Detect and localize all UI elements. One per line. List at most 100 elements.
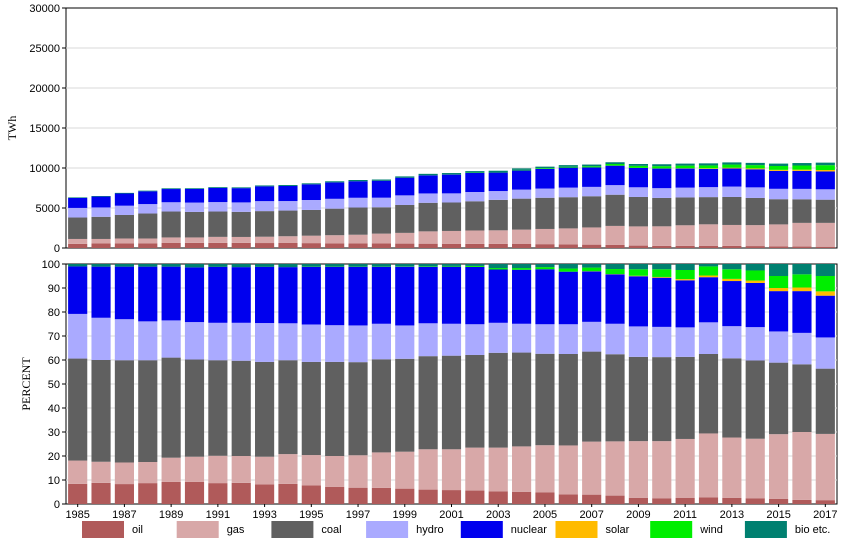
bar-segment-gas	[185, 457, 204, 482]
bar-segment-hydro	[676, 327, 695, 357]
bar-segment-coal	[255, 362, 274, 457]
bar-segment-coal	[792, 364, 811, 432]
bar-segment-bioetc	[208, 264, 227, 267]
bar-segment-wind	[535, 168, 554, 169]
bar-segment-coal	[325, 209, 344, 236]
bar-segment-hydro	[816, 189, 835, 199]
bar-segment-hydro	[465, 324, 484, 355]
bar-segment-bioetc	[746, 264, 765, 270]
bar-segment-oil	[816, 247, 835, 248]
bar-segment-nuclear	[395, 178, 414, 196]
bar-segment-bioetc	[278, 185, 297, 186]
bar-segment-wind	[792, 166, 811, 170]
bar-segment-oil	[232, 243, 251, 248]
bar-segment-hydro	[138, 204, 157, 213]
y-tick-label: 5000	[36, 203, 60, 215]
bar-segment-coal	[512, 199, 531, 230]
bar-segment-nuclear	[652, 278, 671, 327]
bar-segment-gas	[115, 462, 134, 484]
bar-segment-bioetc	[699, 264, 718, 266]
x-tick-label: 2011	[673, 509, 697, 521]
bar-segment-bioetc	[138, 264, 157, 267]
bar-segment-nuclear	[559, 168, 578, 188]
bar-segment-bioetc	[68, 197, 87, 198]
bar-segment-oil	[722, 246, 741, 248]
bar-segment-coal	[535, 354, 554, 445]
bar-segment-nuclear	[816, 296, 835, 338]
bar-segment-bioetc	[442, 173, 461, 174]
bar-segment-oil	[395, 244, 414, 248]
bar-segment-gas	[769, 224, 788, 246]
bar-segment-coal	[699, 197, 718, 224]
bar-segment-coal	[185, 212, 204, 238]
x-tick-label: 1999	[393, 509, 417, 521]
bar-segment-nuclear	[185, 189, 204, 203]
bar-segment-bioetc	[395, 176, 414, 177]
bar-segment-gas	[91, 462, 110, 483]
bar-segment-bioetc	[489, 264, 508, 268]
bar-segment-bioetc	[232, 187, 251, 188]
bar-segment-wind	[465, 266, 484, 267]
bar-segment-hydro	[442, 324, 461, 356]
bar-segment-coal	[302, 362, 321, 455]
bar-segment-hydro	[629, 187, 648, 197]
bar-segment-hydro	[162, 320, 181, 357]
bar-segment-gas	[676, 225, 695, 246]
bar-segment-gas	[489, 448, 508, 492]
bar-segment-bioetc	[676, 264, 695, 270]
bar-segment-oil	[115, 484, 134, 504]
bar-segment-hydro	[792, 189, 811, 199]
y-tick-label: 60	[48, 355, 60, 367]
bar-segment-wind	[652, 166, 671, 168]
bar-segment-coal	[465, 355, 484, 448]
bar-segment-bioetc	[465, 264, 484, 266]
bar-segment-coal	[138, 214, 157, 239]
legend-label: nuclear	[511, 524, 547, 536]
bar-segment-coal	[208, 212, 227, 237]
bar-segment-oil	[185, 482, 204, 504]
bar-segment-nuclear	[442, 267, 461, 324]
bar-segment-coal	[652, 198, 671, 226]
bar-segment-bioetc	[559, 264, 578, 269]
bar-segment-nuclear	[535, 169, 554, 189]
bar-segment-wind	[816, 276, 835, 291]
bar-segment-nuclear	[582, 271, 601, 321]
bar-segment-solar	[769, 288, 788, 291]
bar-segment-coal	[138, 360, 157, 462]
bar-segment-gas	[465, 230, 484, 243]
bar-segment-oil	[419, 244, 438, 248]
bar-segment-oil	[232, 483, 251, 504]
bar-segment-wind	[792, 274, 811, 287]
bar-segment-gas	[232, 456, 251, 483]
bar-segment-coal	[769, 363, 788, 435]
bar-segment-coal	[652, 357, 671, 441]
bar-segment-oil	[699, 246, 718, 248]
bar-segment-gas	[325, 456, 344, 487]
legend-label: solar	[606, 524, 630, 536]
bar-segment-solar	[769, 170, 788, 171]
bar-segment-gas	[372, 234, 391, 244]
bar-segment-nuclear	[489, 172, 508, 191]
bar-segment-bioetc	[255, 185, 274, 186]
bar-segment-coal	[395, 205, 414, 233]
bar-segment-hydro	[652, 327, 671, 357]
bar-segment-hydro	[372, 198, 391, 208]
bar-segment-bioetc	[465, 171, 484, 172]
bar-segment-wind	[676, 270, 695, 279]
bar-segment-bioetc	[605, 162, 624, 164]
bar-segment-coal	[605, 354, 624, 441]
bar-segment-nuclear	[185, 267, 204, 322]
bar-segment-hydro	[605, 185, 624, 195]
bar-segment-oil	[746, 246, 765, 248]
bar-segment-bioetc	[91, 196, 110, 197]
bar-segment-bioetc	[676, 164, 695, 166]
bar-segment-gas	[348, 455, 367, 487]
bar-segment-hydro	[232, 323, 251, 361]
bar-segment-hydro	[582, 187, 601, 196]
bar-segment-coal	[559, 354, 578, 445]
bar-segment-bioetc	[162, 188, 181, 189]
bar-segment-coal	[699, 354, 718, 433]
bar-segment-oil	[68, 484, 87, 504]
legend-item: gas	[177, 521, 245, 538]
